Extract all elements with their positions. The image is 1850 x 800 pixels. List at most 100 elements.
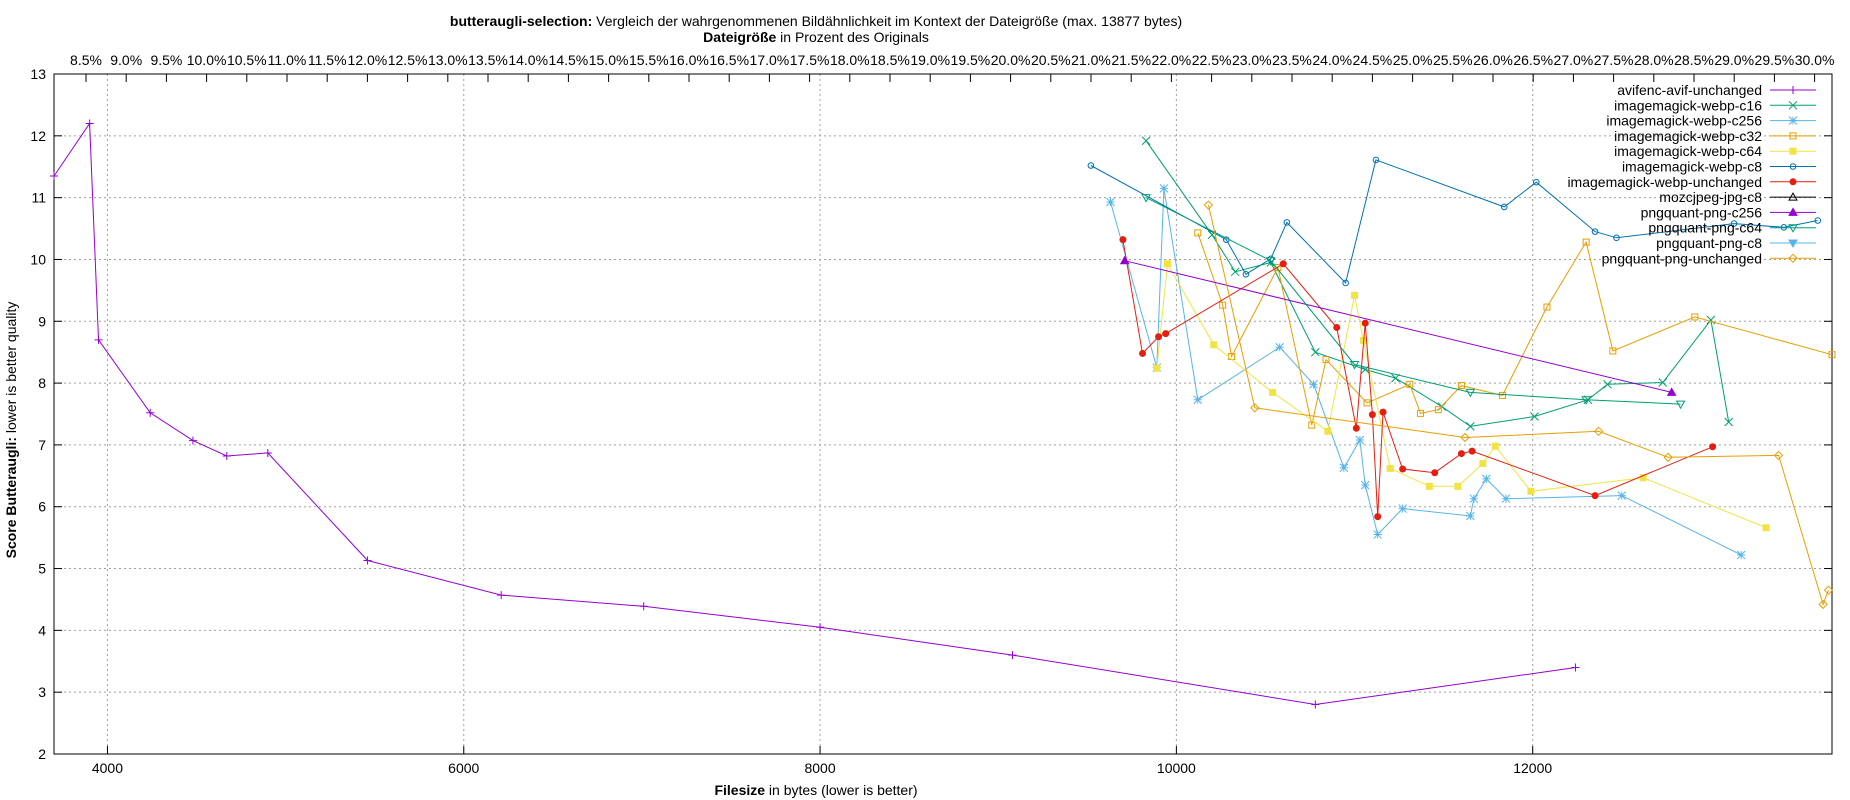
series-avifenc-avif-unchanged xyxy=(50,119,1580,709)
data-point xyxy=(816,623,825,632)
legend-item: imagemagick-webp-c8 xyxy=(1622,159,1816,175)
data-point xyxy=(1203,200,1214,210)
x2-tick-label: 13.5% xyxy=(468,52,508,68)
data-point xyxy=(1788,192,1798,201)
x2-tick-label: 13.0% xyxy=(428,52,468,68)
legend-item: pngquant-png-c256 xyxy=(1641,204,1816,220)
data-point xyxy=(1591,492,1599,500)
x2-tick-label: 15.0% xyxy=(589,52,629,68)
x2-tick-label: 21.5% xyxy=(1111,52,1151,68)
legend-label: pngquant-png-unchanged xyxy=(1602,250,1762,266)
axes: 2 3 4 5 6 7 8 9 10 11 12 13 4000 6000 8000 10000 12000 8.… xyxy=(30,52,1834,776)
data-point xyxy=(1788,239,1798,249)
data-point xyxy=(1818,599,1828,610)
data-point xyxy=(1691,313,1699,321)
data-point xyxy=(1675,400,1686,410)
data-point xyxy=(1309,379,1318,389)
series-imagemagick-webp-unchanged xyxy=(1119,236,1717,521)
legend-item: imagemagick-webp-c16 xyxy=(1614,97,1816,113)
x2-tick-label: 14.0% xyxy=(508,52,548,68)
data-point xyxy=(1773,450,1784,461)
x2-tick-label: 17.0% xyxy=(750,52,790,68)
data-point xyxy=(1106,197,1115,207)
x2-tick-label: 15.5% xyxy=(629,52,669,68)
x2-tick-label: 29.5% xyxy=(1755,52,1795,68)
x2-tick-label: 28.5% xyxy=(1674,52,1714,68)
x2-tick-label: 10.5% xyxy=(227,52,267,68)
x2-tick-label: 26.5% xyxy=(1513,52,1553,68)
data-point xyxy=(1706,315,1716,325)
data-point xyxy=(1339,463,1349,473)
data-point xyxy=(1363,399,1371,407)
legend-item: pngquant-png-unchanged xyxy=(1602,250,1816,266)
data-point xyxy=(85,119,94,128)
x2-tick-label: 18.0% xyxy=(830,52,870,68)
legend-label: imagemagick-webp-c32 xyxy=(1614,128,1762,144)
data-point xyxy=(1139,349,1147,357)
data-point xyxy=(1479,459,1487,467)
data-point xyxy=(1355,435,1365,445)
data-point xyxy=(50,172,58,180)
data-point xyxy=(639,602,648,611)
data-point xyxy=(1617,491,1627,500)
data-point xyxy=(1210,341,1218,349)
series-imagemagick-webp-c256 xyxy=(1106,184,1746,560)
data-point xyxy=(1609,347,1617,355)
legend-label: imagemagick-webp-c256 xyxy=(1606,113,1762,129)
x2-tick-label: 9.5% xyxy=(150,52,182,68)
data-point xyxy=(1360,480,1370,490)
series-line xyxy=(1208,204,1829,606)
data-point xyxy=(1593,426,1604,437)
data-point xyxy=(1333,323,1341,331)
data-point xyxy=(497,591,506,600)
data-point xyxy=(1119,236,1127,244)
x2-tick-label: 11.5% xyxy=(308,52,347,68)
data-point xyxy=(1658,378,1668,387)
data-point xyxy=(1250,403,1260,413)
data-point xyxy=(1823,585,1834,595)
data-point xyxy=(1274,263,1282,271)
data-point xyxy=(1788,100,1798,110)
data-point xyxy=(1788,207,1798,216)
data-point xyxy=(1498,391,1506,399)
data-point xyxy=(1736,550,1746,560)
data-point xyxy=(146,408,155,417)
legend-item: imagemagick-webp-unchanged xyxy=(1567,174,1816,190)
x2-tick-label: 30.0% xyxy=(1795,52,1835,68)
data-point xyxy=(1666,387,1677,396)
x-tick-label: 8000 xyxy=(804,760,835,776)
x2-tick-label: 9.0% xyxy=(110,52,142,68)
data-point xyxy=(1269,388,1277,396)
data-point xyxy=(1361,319,1369,327)
data-point xyxy=(222,452,231,461)
data-point xyxy=(1465,422,1475,431)
x2-tick-label: 11.0% xyxy=(268,52,307,68)
series-pngquant-png-c256 xyxy=(1119,255,1677,396)
x2-tick-label: 16.5% xyxy=(709,52,749,68)
y-tick-label: 11 xyxy=(31,190,46,206)
data-point xyxy=(1530,412,1539,421)
data-point xyxy=(1342,279,1349,287)
x2-tick-label: 20.0% xyxy=(991,52,1031,68)
x-tick-label: 10000 xyxy=(1157,760,1196,776)
data-point xyxy=(1828,351,1836,359)
y-tick-label: 10 xyxy=(30,251,46,267)
legend-item: pngquant-png-c64 xyxy=(1648,220,1816,236)
data-point xyxy=(1730,220,1738,227)
legend-label: imagemagick-webp-c8 xyxy=(1622,159,1762,175)
x2-tick-label: 19.0% xyxy=(910,52,950,68)
data-point xyxy=(1663,452,1673,462)
legend-label: imagemagick-webp-c16 xyxy=(1614,97,1762,113)
data-point xyxy=(1762,524,1770,532)
data-point xyxy=(1491,442,1499,450)
data-point xyxy=(1465,511,1475,521)
y-tick-label: 5 xyxy=(38,561,46,577)
data-point xyxy=(1379,408,1387,416)
data-point xyxy=(1571,663,1580,672)
data-point xyxy=(1460,432,1470,443)
data-point xyxy=(1591,228,1599,235)
x2-tick-label: 27.0% xyxy=(1554,52,1594,68)
data-point xyxy=(1386,464,1394,472)
data-point xyxy=(1308,421,1316,429)
